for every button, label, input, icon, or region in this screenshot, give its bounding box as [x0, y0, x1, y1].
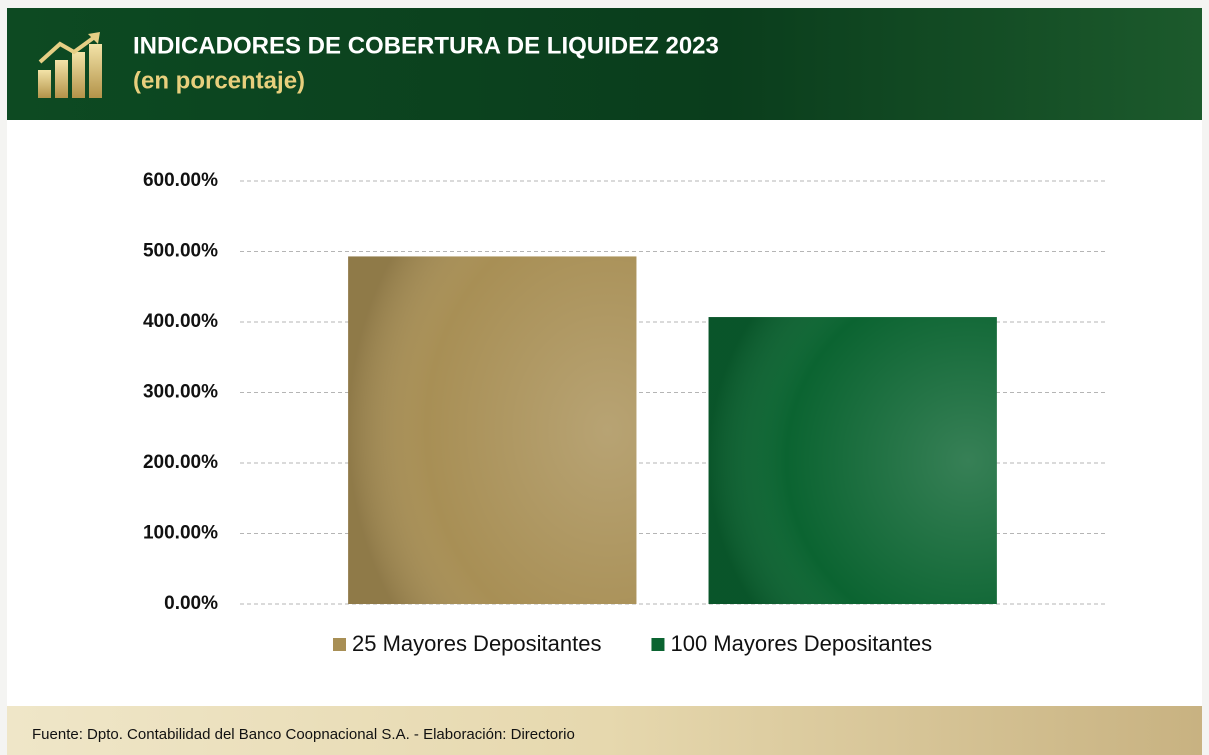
y-tick-label: 500.00%	[143, 241, 218, 262]
footnote: Fuente: Dpto. Contabilidad del Banco Coo…	[32, 726, 575, 743]
chart-title: INDICADORES DE COBERTURA DE LIQUIDEZ 202…	[133, 32, 719, 59]
legend-swatch	[651, 638, 665, 651]
bar	[348, 256, 637, 604]
y-tick-label: 100.00%	[143, 523, 218, 544]
footer	[7, 706, 1202, 755]
legend-swatch	[333, 638, 346, 651]
header-icon	[38, 32, 102, 98]
bar	[708, 317, 997, 604]
chart-subtitle: (en porcentaje)	[133, 67, 305, 94]
y-tick-label: 200.00%	[143, 452, 218, 473]
header	[7, 8, 1202, 120]
y-tick-label: 600.00%	[143, 170, 218, 191]
y-tick-label: 400.00%	[143, 311, 218, 332]
y-tick-label: 300.00%	[143, 382, 218, 403]
y-tick-label: 0.00%	[164, 593, 218, 614]
legend-label: 100 Mayores Depositantes	[670, 631, 932, 656]
legend-label: 25 Mayores Depositantes	[352, 631, 601, 656]
